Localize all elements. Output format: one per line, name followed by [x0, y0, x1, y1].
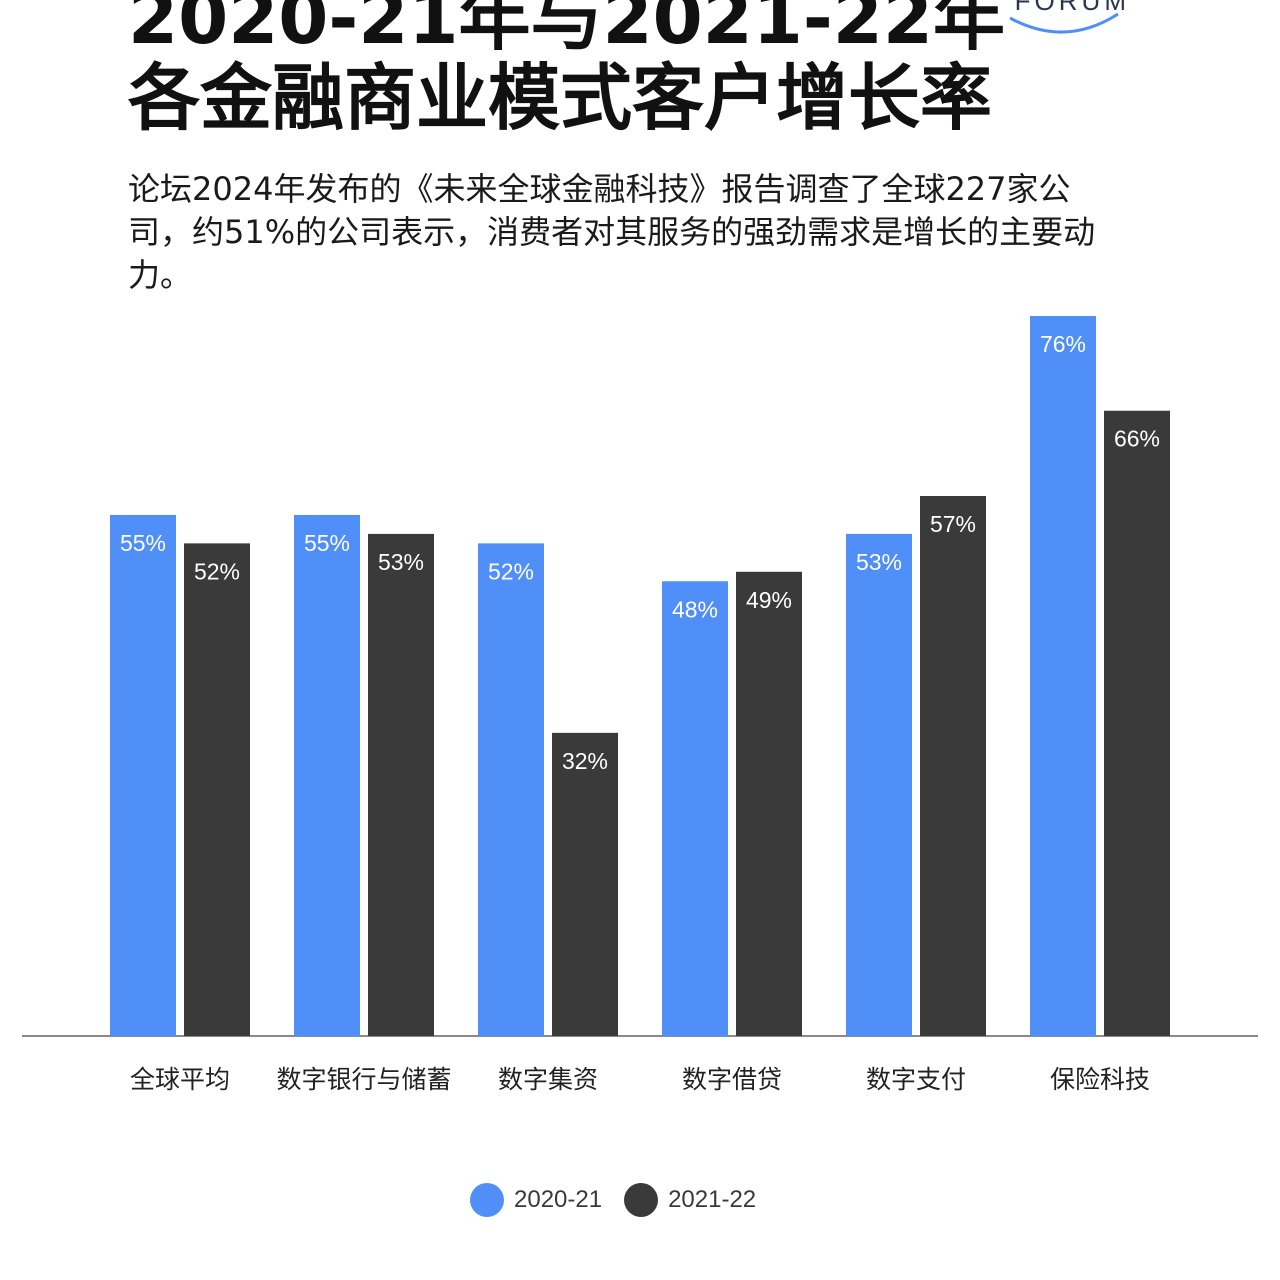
data-label-2021-22-4: 57% — [930, 511, 976, 537]
legend-swatch-2021-22 — [624, 1183, 659, 1217]
data-label-2020-21-5: 76% — [1040, 331, 1086, 357]
data-label-2020-21-3: 48% — [672, 596, 718, 622]
category-label-0: 全球平均 — [130, 1065, 230, 1094]
bar-2021-22-0 — [184, 543, 250, 1036]
category-label-4: 数字支付 — [866, 1065, 966, 1094]
data-label-2020-21-1: 55% — [304, 530, 350, 556]
bar-2020-21-2 — [478, 543, 544, 1036]
category-label-1: 数字银行与储蓄 — [276, 1065, 451, 1094]
bar-chart: 55% 52% 全球平均 55% 53% 数字银行与储蓄 52% 32% 数字集资 48% 49% 数… — [22, 316, 1258, 1094]
bar-2021-22-2 — [552, 732, 618, 1036]
bar-2020-21-3 — [662, 581, 728, 1036]
bar-2021-22-1 — [368, 533, 434, 1036]
data-label-2020-21-0: 55% — [120, 530, 166, 556]
bar-2021-22-3 — [736, 571, 802, 1036]
title-line-2: 各金融商业模式客户增长率 — [128, 56, 993, 140]
category-label-3: 数字借贷 — [682, 1065, 782, 1094]
title-line-1: 2020-21年与2021-22年 — [128, 0, 1005, 60]
data-label-2021-22-2: 32% — [562, 748, 608, 774]
legend-label-2020-21: 2020-21 — [514, 1186, 603, 1213]
chart-subtitle: 论坛2024年发布的《未来全球金融科技》报告调查了全球227家公司，约51%的公… — [128, 170, 1096, 294]
category-label-2: 数字集资 — [498, 1065, 598, 1094]
bar-2020-21-0 — [110, 514, 176, 1036]
data-label-2021-22-0: 52% — [194, 558, 240, 584]
data-label-2020-21-2: 52% — [488, 558, 534, 584]
data-label-2021-22-5: 66% — [1114, 426, 1160, 452]
chart-legend: 2020-21 2021-22 — [470, 1182, 778, 1218]
data-label-2020-21-4: 53% — [856, 549, 902, 575]
logo-arc-icon — [1009, 12, 1119, 34]
forum-logo: FORUM — [980, 0, 1130, 46]
bar-2021-22-4 — [920, 496, 986, 1036]
category-label-5: 保险科技 — [1050, 1065, 1150, 1094]
legend-item-2021-22: 2021-22 — [624, 1183, 756, 1217]
legend-swatch-2020-21 — [470, 1183, 504, 1217]
bar-2020-21-4 — [846, 533, 912, 1036]
data-label-2021-22-3: 49% — [746, 587, 792, 613]
legend-item-2020-21: 2020-21 — [470, 1183, 602, 1217]
legend-label-2021-22: 2021-22 — [668, 1186, 757, 1213]
page-title: 2020-21年与2021-22年 各金融商业模式客户增长率 — [128, 0, 1028, 138]
bar-2021-22-5 — [1104, 410, 1170, 1037]
data-label-2021-22-1: 53% — [378, 549, 424, 575]
logo-text: FORUM — [1014, 0, 1130, 16]
bar-2020-21-1 — [294, 514, 360, 1036]
bar-2020-21-5 — [1030, 316, 1096, 1036]
